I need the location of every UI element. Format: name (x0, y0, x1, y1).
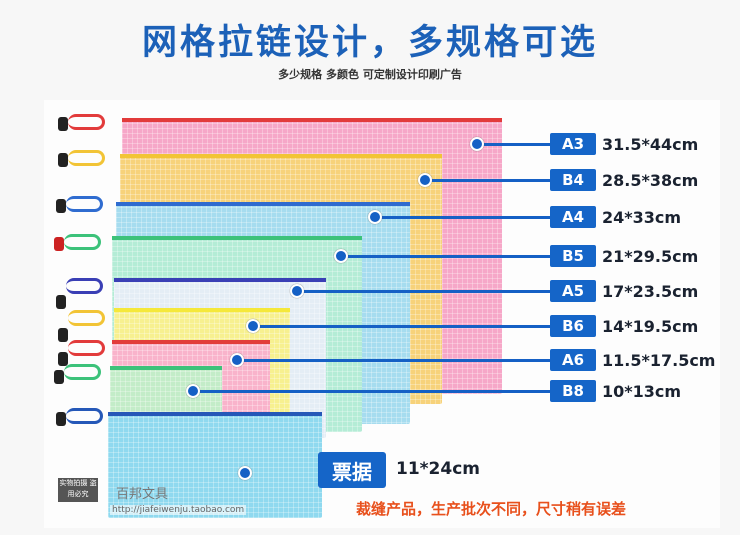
zipper-pull (56, 412, 66, 426)
leader-dot (230, 353, 244, 367)
size-label-a3: A3 31.5*44cm (550, 133, 698, 155)
size-label-b4: B4 28.5*38cm (550, 169, 698, 191)
leader-dot (368, 210, 382, 224)
size-label-b8: B8 10*13cm (550, 380, 681, 402)
size-badge: A4 (550, 206, 596, 228)
leader-line (480, 143, 550, 146)
size-dimension: 28.5*38cm (602, 170, 699, 190)
leader-line (256, 325, 550, 328)
leader-line (196, 390, 550, 393)
zipper-pull (54, 237, 64, 251)
zipper (114, 278, 326, 282)
zipper (108, 412, 322, 416)
cord (66, 278, 103, 294)
size-dimension: 14*19.5cm (602, 316, 699, 336)
zipper-pull (56, 199, 66, 213)
size-badge: B6 (550, 315, 596, 337)
size-badge: B8 (550, 380, 596, 402)
leader-dot (238, 466, 252, 480)
zipper (120, 154, 442, 158)
zipper-pull (54, 370, 64, 384)
bag-ticket (108, 412, 322, 518)
leader-dot (290, 284, 304, 298)
size-badge: A6 (550, 349, 596, 371)
zipper (122, 118, 502, 122)
leader-line (300, 290, 550, 293)
size-badge: B5 (550, 245, 596, 267)
zipper-pull (56, 295, 66, 309)
leader-dot (418, 173, 432, 187)
size-badge: B4 (550, 169, 596, 191)
leader-line (428, 179, 550, 182)
size-label-a6: A6 11.5*17.5cm (550, 349, 715, 371)
size-label-a4: A4 24*33cm (550, 206, 681, 228)
size-badge: A5 (550, 280, 596, 302)
ticket-badge: 票据 (318, 452, 386, 488)
page-subtitle: 多少规格 多颜色 可定制设计印刷广告 (278, 68, 462, 81)
cord (68, 150, 105, 166)
cord (68, 340, 105, 356)
leader-dot (246, 319, 260, 333)
zipper-pull (58, 117, 68, 131)
product-photo-panel (44, 100, 720, 528)
size-label-a5: A5 17*23.5cm (550, 280, 698, 302)
zipper-pull (58, 153, 68, 167)
size-dimension: 24*33cm (602, 207, 682, 227)
watermark-shop: 百邦文具 (116, 487, 169, 502)
zipper (110, 366, 222, 370)
zipper (112, 236, 362, 240)
page-title: 网格拉链设计，多规格可选 (141, 23, 598, 63)
leader-line (344, 255, 550, 258)
size-dimension: 31.5*44cm (602, 134, 699, 154)
cord (66, 196, 103, 212)
ticket-dimension: 11*24cm (396, 459, 480, 479)
leader-dot (470, 137, 484, 151)
watermark-url: http://jiafeiwenju.taobao.com (110, 505, 247, 515)
zipper (114, 308, 290, 312)
cord (64, 234, 101, 250)
size-dimension: 11.5*17.5cm (602, 350, 716, 370)
size-label-b5: B5 21*29.5cm (550, 245, 698, 267)
zipper-pull (58, 328, 68, 342)
size-badge: A3 (550, 133, 596, 155)
size-dimension: 17*23.5cm (602, 281, 699, 301)
size-dimension: 10*13cm (602, 381, 682, 401)
watermark-stamp: 实物拍摄 盗用必究 (58, 478, 98, 502)
cord (68, 310, 105, 326)
tolerance-note: 裁缝产品，生产批次不同，尺寸稍有误差 (356, 500, 627, 518)
leader-line (378, 216, 550, 219)
size-dimension: 21*29.5cm (602, 246, 699, 266)
leader-line (240, 359, 550, 362)
zipper-pull (58, 352, 68, 366)
zipper (116, 202, 410, 206)
cord (64, 364, 101, 380)
zipper (112, 340, 270, 344)
size-label-b6: B6 14*19.5cm (550, 315, 698, 337)
leader-dot (334, 249, 348, 263)
leader-dot (186, 384, 200, 398)
cord (66, 408, 103, 424)
cord (68, 114, 105, 130)
